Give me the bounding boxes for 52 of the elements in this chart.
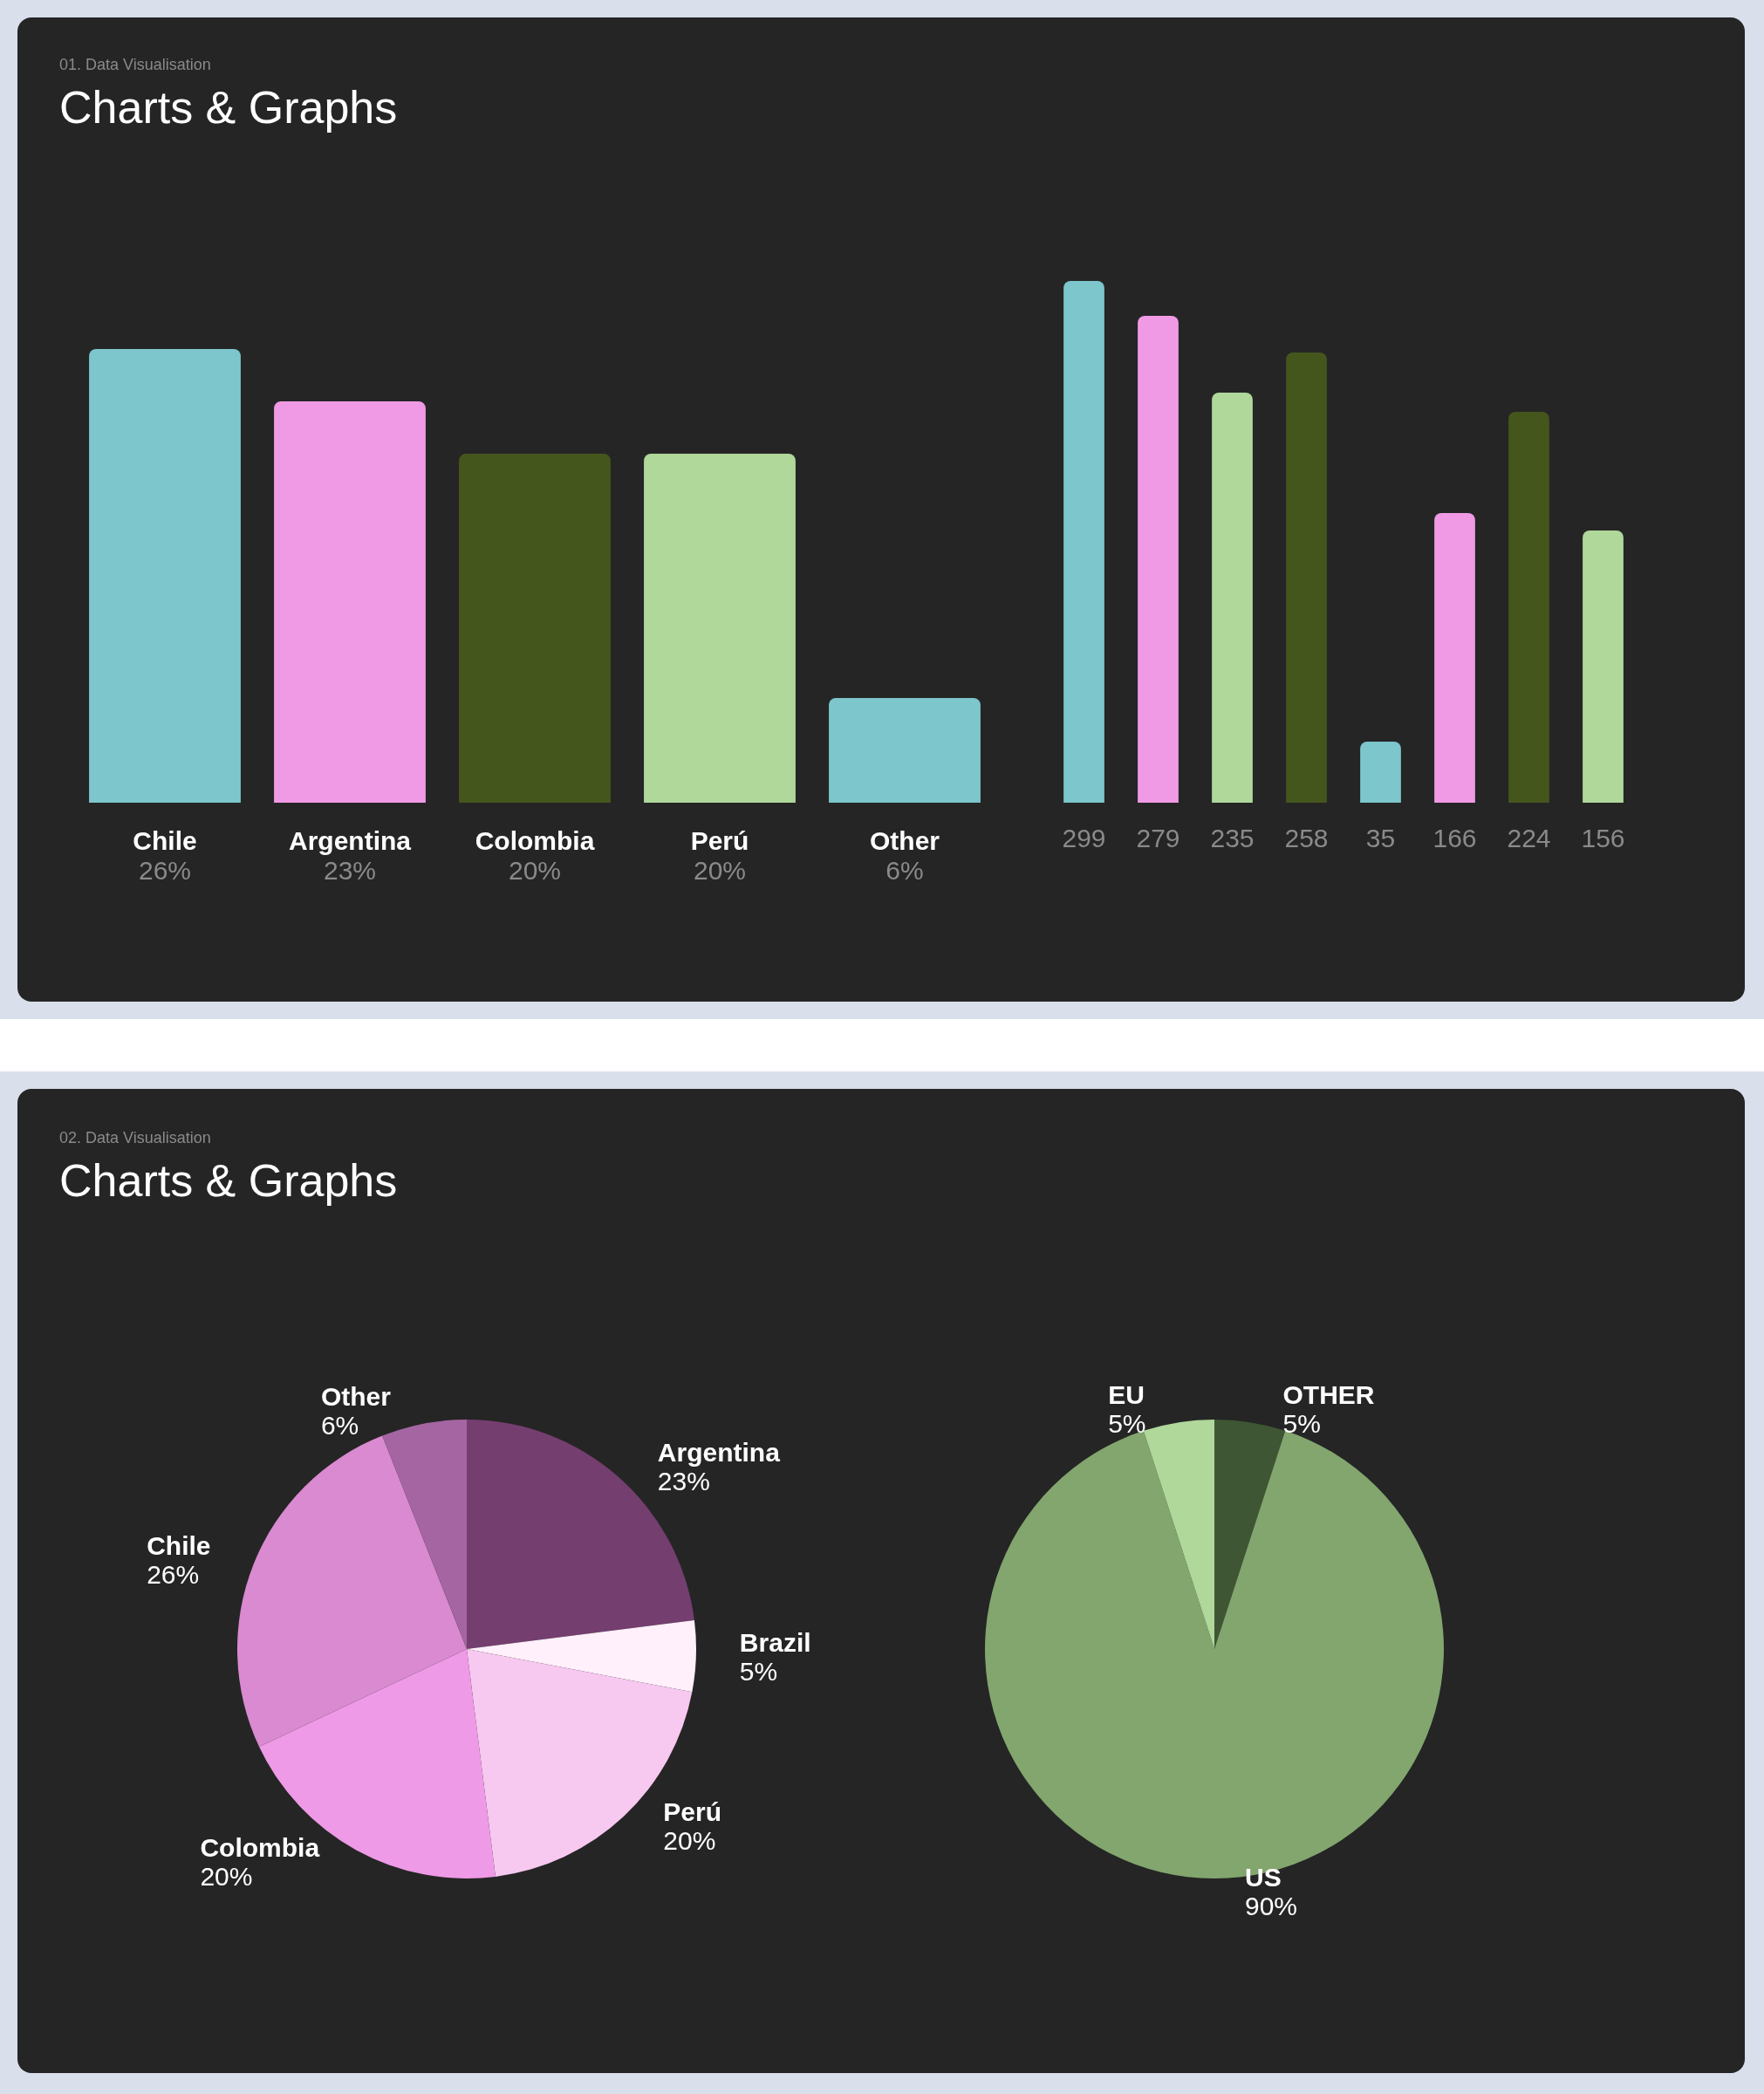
bar xyxy=(1508,412,1549,803)
data-label: 35 xyxy=(1365,823,1396,852)
bar xyxy=(1583,530,1624,803)
data-label: 23% xyxy=(323,855,377,885)
bar xyxy=(1212,393,1253,803)
bar xyxy=(459,454,611,803)
x-tick-label: Chile xyxy=(133,825,197,855)
data-label: 26% xyxy=(138,855,192,885)
data-label: 20% xyxy=(663,1825,716,1855)
bar xyxy=(1286,352,1327,803)
slice-label: EU xyxy=(1108,1380,1145,1410)
slice-label: Brazil xyxy=(739,1627,811,1657)
data-label: 299 xyxy=(1062,823,1106,852)
slice-label: Chile xyxy=(147,1530,211,1560)
bar xyxy=(644,454,796,803)
slice-label: Perú xyxy=(663,1796,722,1826)
x-tick-label: Other xyxy=(869,825,940,855)
data-label: 166 xyxy=(1432,823,1477,852)
bar xyxy=(829,698,981,803)
x-tick-label: Argentina xyxy=(288,825,412,855)
chart-subtitle: 01. Data Visualisation xyxy=(59,56,211,73)
bar xyxy=(89,349,241,803)
slice-label: Argentina xyxy=(657,1438,781,1468)
bar xyxy=(1138,316,1179,803)
x-tick-label: Colombia xyxy=(475,825,595,855)
data-label: 5% xyxy=(1282,1409,1321,1439)
x-tick-label: Perú xyxy=(690,825,749,855)
data-label: 26% xyxy=(147,1559,200,1589)
chart-subtitle: 02. Data Visualisation xyxy=(59,1129,211,1146)
bar xyxy=(1434,513,1475,803)
data-label: 258 xyxy=(1284,823,1329,852)
data-label: 6% xyxy=(885,855,924,885)
data-label: 6% xyxy=(320,1410,359,1440)
data-label: 5% xyxy=(1108,1409,1146,1439)
data-label: 20% xyxy=(693,855,747,885)
slice-label: Other xyxy=(320,1381,392,1411)
slice-label: Colombia xyxy=(200,1832,320,1862)
bar xyxy=(274,401,426,803)
slice-label: OTHER xyxy=(1282,1380,1375,1410)
bar xyxy=(1063,281,1104,803)
data-label: 20% xyxy=(200,1861,253,1891)
chart-title: Charts & Graphs xyxy=(59,82,398,133)
data-label: 20% xyxy=(508,855,562,885)
chart-title: Charts & Graphs xyxy=(59,1155,398,1206)
data-label: 156 xyxy=(1581,823,1625,852)
data-label: 23% xyxy=(657,1467,710,1496)
bar xyxy=(1360,742,1401,803)
data-label: 90% xyxy=(1245,1892,1298,1920)
data-label: 5% xyxy=(739,1656,778,1686)
data-label: 224 xyxy=(1507,823,1551,852)
data-label: 279 xyxy=(1136,823,1180,852)
data-label: 235 xyxy=(1210,823,1255,852)
